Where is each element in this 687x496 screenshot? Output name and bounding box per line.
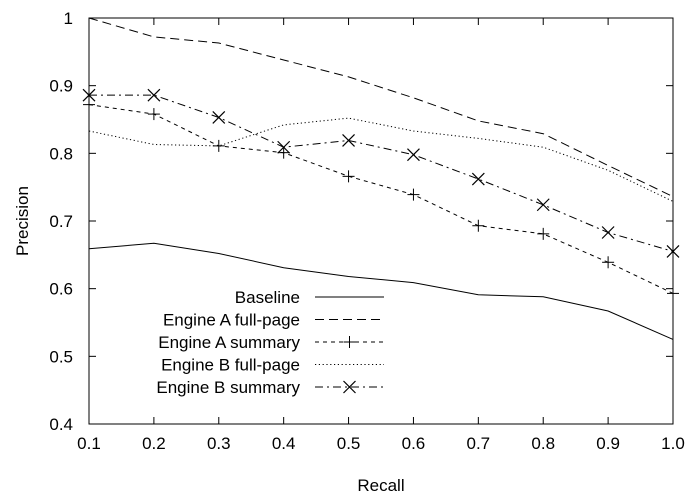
- series-line-1: [88, 242, 674, 340]
- legend-label: Engine A full-page: [163, 311, 300, 330]
- y-tick-label: 0.9: [49, 77, 73, 96]
- x-tick-label: 0.8: [531, 434, 555, 453]
- legend-label: Engine B full-page: [161, 356, 300, 375]
- x-tick-label: 0.7: [467, 434, 491, 453]
- y-axis-ticks: 0.4 0.5 0.6 0.7 0.8 0.9 1: [49, 9, 673, 434]
- series-5-point: [277, 140, 291, 154]
- y-axis-title: Precision: [13, 186, 32, 256]
- y-tick-label: 0.5: [49, 347, 73, 366]
- x-axis-title: Recall: [357, 476, 404, 495]
- series-5-point: [212, 111, 226, 124]
- series-line-3: [88, 104, 674, 294]
- x-axis-ticks: 0.1 0.2 0.3 0.4 0.5 0.6 0.7 0.8 0.9 1.0: [77, 18, 685, 453]
- x-tick-label: 0.5: [337, 434, 361, 453]
- y-tick-label: 0.4: [49, 415, 73, 434]
- plot-lines: [88, 17, 674, 340]
- series-5-point: [471, 172, 485, 186]
- y-tick-label: 1: [64, 9, 73, 28]
- y-tick-label: 0.8: [49, 144, 73, 163]
- legend-label: Engine B summary: [156, 378, 300, 397]
- x-tick-label: 0.9: [596, 434, 620, 453]
- series-line-2: [88, 17, 674, 198]
- series-5-point: [601, 226, 615, 239]
- x-tick-label: 1.0: [661, 434, 685, 453]
- x-tick-label: 0.4: [272, 434, 296, 453]
- x-tick-label: 0.2: [142, 434, 166, 453]
- series-line-4: [88, 117, 674, 202]
- series-5-point: [407, 148, 420, 162]
- series-5-point: [342, 134, 355, 147]
- x-tick-label: 0.1: [77, 434, 101, 453]
- legend-marker: [343, 380, 356, 394]
- legend-label: Engine A summary: [158, 333, 300, 352]
- y-tick-label: 0.7: [49, 212, 73, 231]
- series-5-point: [536, 198, 550, 212]
- series-5-point: [147, 88, 161, 102]
- plot-markers: [82, 88, 680, 300]
- series-line-5: [89, 94, 674, 252]
- legend-label: Baseline: [235, 288, 300, 307]
- legend: Baseline Engine A full-page Engine A summa…: [156, 288, 384, 397]
- y-tick-label: 0.6: [49, 280, 73, 299]
- x-tick-label: 0.3: [207, 434, 231, 453]
- x-tick-label: 0.6: [402, 434, 426, 453]
